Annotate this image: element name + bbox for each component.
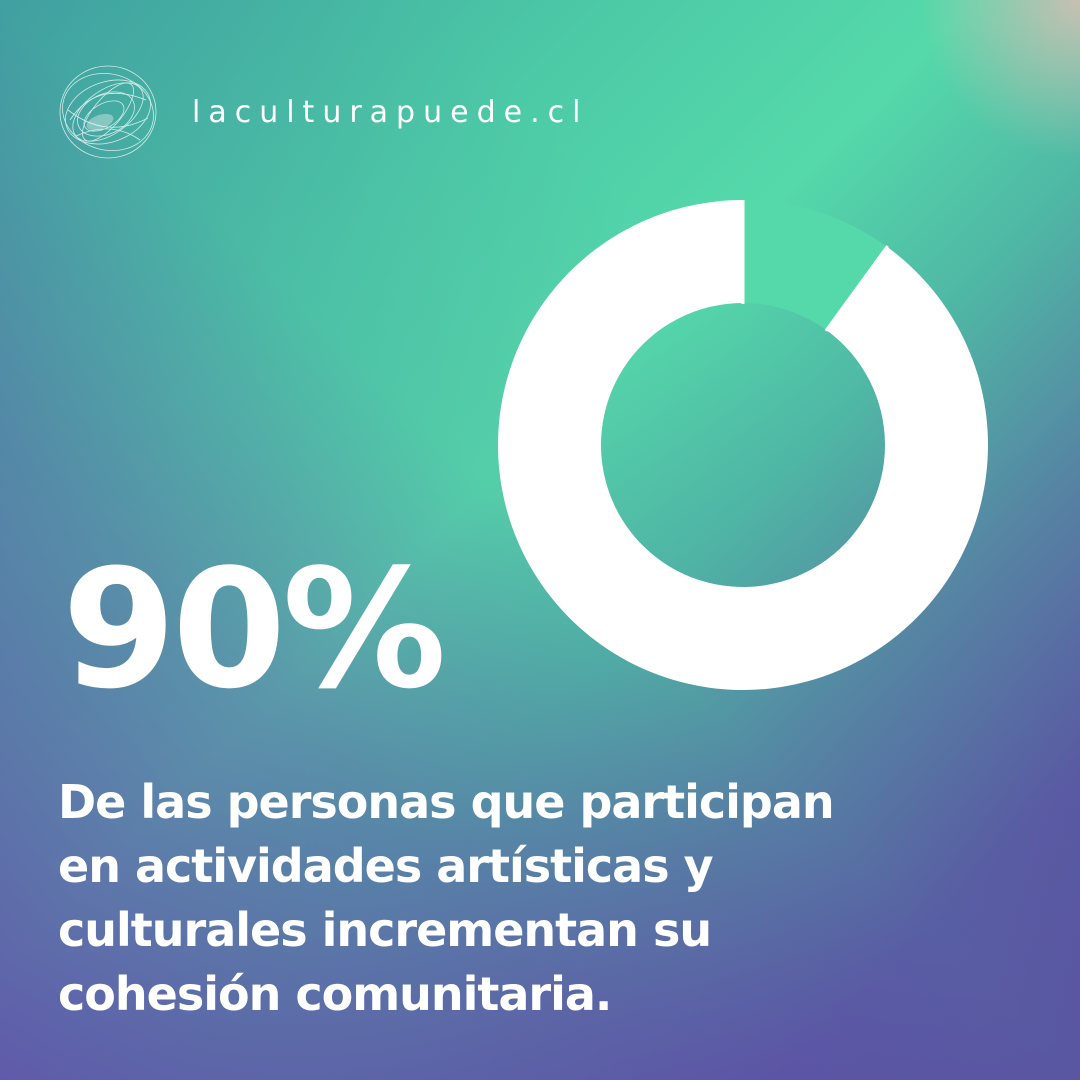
donut-slice-1	[498, 200, 988, 690]
brand-header: laculturapuede.cl	[56, 62, 588, 162]
wireframe-sphere-icon	[59, 65, 157, 159]
stat-value: 90%	[62, 534, 447, 725]
site-url: laculturapuede.cl	[192, 94, 589, 130]
caption-line-1: De las personas que participan	[58, 775, 835, 829]
caption-line-2: en actividades artísticas y	[58, 839, 714, 893]
caption-line-3: culturales incrementan su	[58, 903, 712, 957]
donut-separator-2	[824, 245, 889, 332]
caption-line-4: cohesión comunitaria.	[58, 967, 612, 1021]
caption-text: De las personas que participan en activi…	[58, 770, 1038, 1026]
donut-chart	[498, 200, 988, 690]
donut-slice-2	[743, 200, 888, 331]
